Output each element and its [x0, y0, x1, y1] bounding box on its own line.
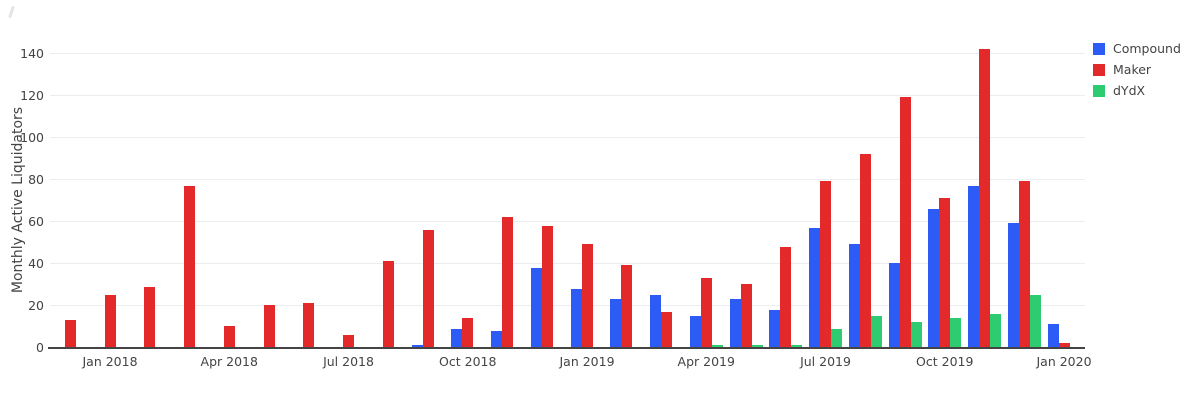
bar-dydx-nov-2019[interactable] — [990, 313, 1001, 348]
bar-maker-aug-2019[interactable] — [859, 154, 871, 348]
bar-maker-nov-2018[interactable] — [502, 217, 513, 348]
bar-maker-jul-2019[interactable] — [820, 181, 831, 348]
bar-compound-nov-2019[interactable] — [968, 185, 979, 348]
bar-maker-feb-2019[interactable] — [621, 265, 633, 348]
bar-compound-may-2019[interactable] — [729, 299, 741, 348]
bar-dydx-may-2019[interactable] — [751, 345, 763, 348]
bar-maker-sep-2019[interactable] — [899, 97, 911, 348]
bar-maker-jun-2018[interactable] — [303, 303, 315, 348]
x-tick-label-apr-2018: Apr 2018 — [200, 354, 258, 369]
bar-compound-sep-2018[interactable] — [411, 345, 423, 348]
legend-item-maker[interactable]: Maker — [1093, 59, 1181, 80]
y-tick-label-80: 80 — [28, 171, 44, 187]
x-tick-label-oct-2018: Oct 2018 — [439, 354, 497, 369]
bar-compound-mar-2019[interactable] — [650, 294, 661, 348]
bar-maker-apr-2018[interactable] — [223, 326, 235, 348]
y-tick-label-60: 60 — [28, 213, 44, 229]
bar-dydx-jul-2019[interactable] — [831, 328, 842, 348]
bar-compound-jul-2019[interactable] — [809, 227, 820, 348]
bar-dydx-sep-2019[interactable] — [910, 322, 922, 348]
y-tick-label-40: 40 — [28, 255, 44, 271]
bar-maker-aug-2018[interactable] — [382, 261, 394, 348]
legend-label-compound: Compound — [1113, 41, 1181, 56]
bar-compound-jan-2020[interactable] — [1047, 324, 1059, 348]
gridline-y140 — [50, 53, 1085, 55]
x-tick-label-jul-2018: Jul 2018 — [323, 354, 374, 369]
y-tick-label-120: 120 — [20, 87, 44, 103]
legend-label-dydx: dYdX — [1113, 83, 1146, 98]
bar-dydx-oct-2019[interactable] — [950, 318, 962, 348]
bar-compound-oct-2018[interactable] — [451, 328, 463, 348]
x-tick-label-jan-2018: Jan 2018 — [82, 354, 138, 369]
bar-maker-jan-2019[interactable] — [581, 244, 593, 348]
bar-maker-dec-2017[interactable] — [64, 320, 76, 348]
x-tick-label-apr-2019: Apr 2019 — [677, 354, 735, 369]
bar-compound-jan-2019[interactable] — [570, 288, 582, 348]
legend-item-compound[interactable]: Compound — [1093, 38, 1181, 59]
bar-maker-feb-2018[interactable] — [144, 286, 156, 348]
y-tick-label-20: 20 — [28, 297, 44, 313]
bar-maker-mar-2019[interactable] — [661, 311, 672, 348]
bar-maker-dec-2018[interactable] — [541, 225, 553, 348]
gridline-y60 — [50, 221, 1085, 223]
bar-maker-jul-2018[interactable] — [343, 334, 354, 348]
bar-dydx-dec-2019[interactable] — [1029, 294, 1041, 348]
bar-maker-may-2018[interactable] — [263, 305, 275, 348]
bar-compound-apr-2019[interactable] — [689, 315, 701, 348]
bar-dydx-aug-2019[interactable] — [870, 315, 882, 348]
y-tick-label-0: 0 — [36, 340, 44, 355]
bar-maker-oct-2018[interactable] — [462, 318, 474, 348]
gridline-y20 — [50, 305, 1085, 307]
gridline-y120 — [50, 95, 1085, 97]
bar-compound-sep-2019[interactable] — [888, 263, 900, 348]
x-tick-label-oct-2019: Oct 2019 — [916, 354, 974, 369]
bar-maker-mar-2018[interactable] — [184, 185, 195, 348]
bar-maker-may-2019[interactable] — [740, 284, 752, 348]
bar-maker-dec-2019[interactable] — [1018, 181, 1030, 348]
bar-compound-dec-2019[interactable] — [1007, 223, 1019, 348]
legend-swatch-dydx — [1093, 84, 1105, 97]
gridline-y40 — [50, 263, 1085, 265]
bar-compound-jun-2019[interactable] — [769, 309, 781, 348]
gridline-y80 — [50, 179, 1085, 181]
bar-maker-apr-2019[interactable] — [700, 278, 712, 348]
bar-compound-oct-2019[interactable] — [928, 208, 940, 348]
bar-maker-jan-2020[interactable] — [1058, 343, 1070, 348]
legend: Compound Maker dYdX — [1093, 38, 1181, 101]
x-tick-label-jan-2019: Jan 2019 — [559, 354, 615, 369]
x-tick-label-jan-2020: Jan 2020 — [1036, 354, 1092, 369]
bar-compound-feb-2019[interactable] — [610, 299, 622, 348]
legend-swatch-maker — [1093, 63, 1105, 76]
bar-maker-oct-2019[interactable] — [939, 198, 951, 348]
bar-compound-nov-2018[interactable] — [491, 330, 502, 348]
bar-maker-jun-2019[interactable] — [780, 246, 792, 348]
gridline-y100 — [50, 137, 1085, 139]
bar-maker-jan-2018[interactable] — [104, 294, 116, 348]
corner-mark — [8, 5, 15, 19]
bar-compound-dec-2018[interactable] — [530, 267, 542, 348]
bar-compound-aug-2019[interactable] — [848, 244, 860, 348]
legend-swatch-compound — [1093, 42, 1105, 55]
bar-maker-nov-2019[interactable] — [979, 48, 990, 348]
legend-item-dydx[interactable]: dYdX — [1093, 80, 1181, 101]
x-tick-label-jul-2019: Jul 2019 — [800, 354, 851, 369]
legend-label-maker: Maker — [1113, 62, 1152, 77]
bar-dydx-jun-2019[interactable] — [791, 345, 803, 348]
y-tick-label-140: 140 — [20, 45, 44, 61]
bar-maker-sep-2018[interactable] — [422, 229, 434, 348]
x-axis-line — [48, 346, 1085, 349]
y-tick-label-100: 100 — [20, 129, 44, 145]
bar-dydx-apr-2019[interactable] — [711, 345, 723, 348]
